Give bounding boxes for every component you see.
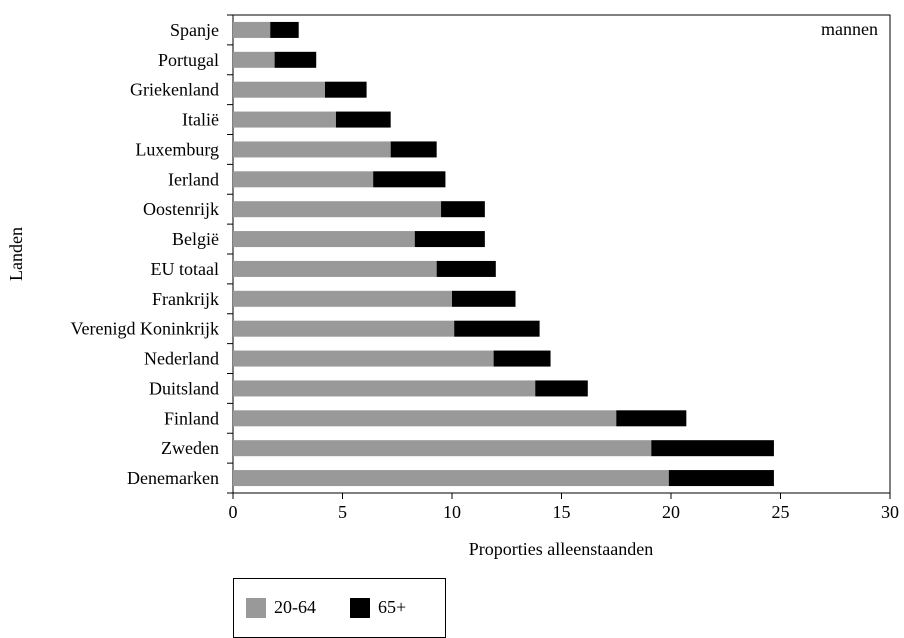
bars-group bbox=[233, 21, 774, 487]
x-tick-label-15: 15 bbox=[553, 502, 571, 522]
x-tick-label-10: 10 bbox=[443, 502, 461, 522]
bar-verenigd-koninkrijk-20-64 bbox=[233, 320, 455, 337]
legend-item-65-plus: 65+ bbox=[350, 597, 406, 618]
bar-ierland-20-64 bbox=[233, 171, 374, 188]
bar-denemarken-20-64 bbox=[233, 470, 669, 487]
y-tick-label-italie: Italië bbox=[182, 110, 219, 130]
x-tick-label-20: 20 bbox=[662, 502, 680, 522]
bar-zweden-65 bbox=[651, 440, 774, 457]
y-tick-label-portugal: Portugal bbox=[158, 50, 219, 70]
y-tick-label-finland: Finland bbox=[164, 408, 219, 428]
x-ticks-group: 0 5 10 15 20 25 30 bbox=[229, 493, 899, 522]
y-tick-label-verenigd-koninkrijk: Verenigd Koninkrijk bbox=[71, 319, 219, 339]
legend-label-20-64: 20-64 bbox=[274, 597, 316, 617]
bar-portugal-65 bbox=[274, 51, 317, 68]
x-tick-label-5: 5 bbox=[338, 502, 347, 522]
y-tick-label-oostenrijk: Oostenrijk bbox=[143, 199, 219, 219]
bar-portugal-20-64 bbox=[233, 51, 275, 68]
legend-label-65-plus: 65+ bbox=[378, 597, 407, 617]
y-tick-label-denemarken: Denemarken bbox=[127, 468, 219, 488]
chart-annotation: mannen bbox=[821, 19, 878, 39]
legend: 20-64 65+ bbox=[233, 578, 446, 638]
bar-oostenrijk-20-64 bbox=[233, 201, 442, 218]
y-tick-label-eu-totaal: EU totaal bbox=[151, 259, 219, 279]
y-tick-label-luxemburg: Luxemburg bbox=[135, 139, 219, 159]
x-tick-label-25: 25 bbox=[772, 502, 790, 522]
bar-nederland-65 bbox=[493, 350, 551, 367]
bar-frankrijk-65 bbox=[452, 290, 516, 307]
bar-denemarken-65 bbox=[668, 470, 774, 487]
bar-duitsland-65 bbox=[535, 380, 588, 397]
legend-item-20-64: 20-64 bbox=[246, 597, 316, 618]
y-tick-label-frankrijk: Frankrijk bbox=[152, 289, 219, 309]
bar-griekenland-65 bbox=[324, 81, 367, 98]
bar-finland-65 bbox=[616, 410, 687, 427]
y-tick-label-griekenland: Griekenland bbox=[130, 80, 219, 100]
x-tick-label-0: 0 bbox=[229, 502, 238, 522]
bar-luxemburg-65 bbox=[390, 141, 437, 158]
y-tick-label-spanje: Spanje bbox=[170, 20, 219, 40]
bar-zweden-20-64 bbox=[233, 440, 652, 457]
bar-duitsland-20-64 bbox=[233, 380, 536, 397]
bar-italie-20-64 bbox=[233, 111, 336, 128]
legend-swatch-65-plus bbox=[350, 597, 370, 618]
x-axis-title: Proporties alleenstaanden bbox=[469, 539, 653, 559]
y-tick-label-belgie: België bbox=[172, 229, 219, 249]
y-ticks-group: Spanje Portugal Griekenland Italië Luxemburg… bbox=[71, 14, 233, 494]
x-tick-label-30: 30 bbox=[881, 502, 899, 522]
bar-belgie-65 bbox=[414, 231, 485, 248]
legend-swatch-20-64 bbox=[246, 597, 266, 618]
bar-eu-totaal-65 bbox=[436, 260, 496, 277]
bar-griekenland-20-64 bbox=[233, 81, 325, 98]
bar-frankrijk-20-64 bbox=[233, 290, 452, 307]
bar-spanje-20-64 bbox=[233, 21, 271, 38]
bar-finland-20-64 bbox=[233, 410, 617, 427]
y-tick-label-zweden: Zweden bbox=[161, 438, 219, 458]
y-tick-label-duitsland: Duitsland bbox=[149, 378, 219, 398]
y-axis-title: Landen bbox=[6, 227, 26, 281]
bar-eu-totaal-20-64 bbox=[233, 260, 437, 277]
bar-belgie-20-64 bbox=[233, 231, 415, 248]
bar-nederland-20-64 bbox=[233, 350, 494, 367]
bar-oostenrijk-65 bbox=[441, 201, 485, 218]
bar-luxemburg-20-64 bbox=[233, 141, 391, 158]
bar-verenigd-koninkrijk-65 bbox=[454, 320, 540, 337]
bar-ierland-65 bbox=[373, 171, 446, 188]
bar-spanje-65 bbox=[270, 21, 299, 38]
y-tick-label-ierland: Ierland bbox=[168, 169, 219, 189]
bar-italie-65 bbox=[335, 111, 391, 128]
y-tick-label-nederland: Nederland bbox=[144, 349, 219, 369]
